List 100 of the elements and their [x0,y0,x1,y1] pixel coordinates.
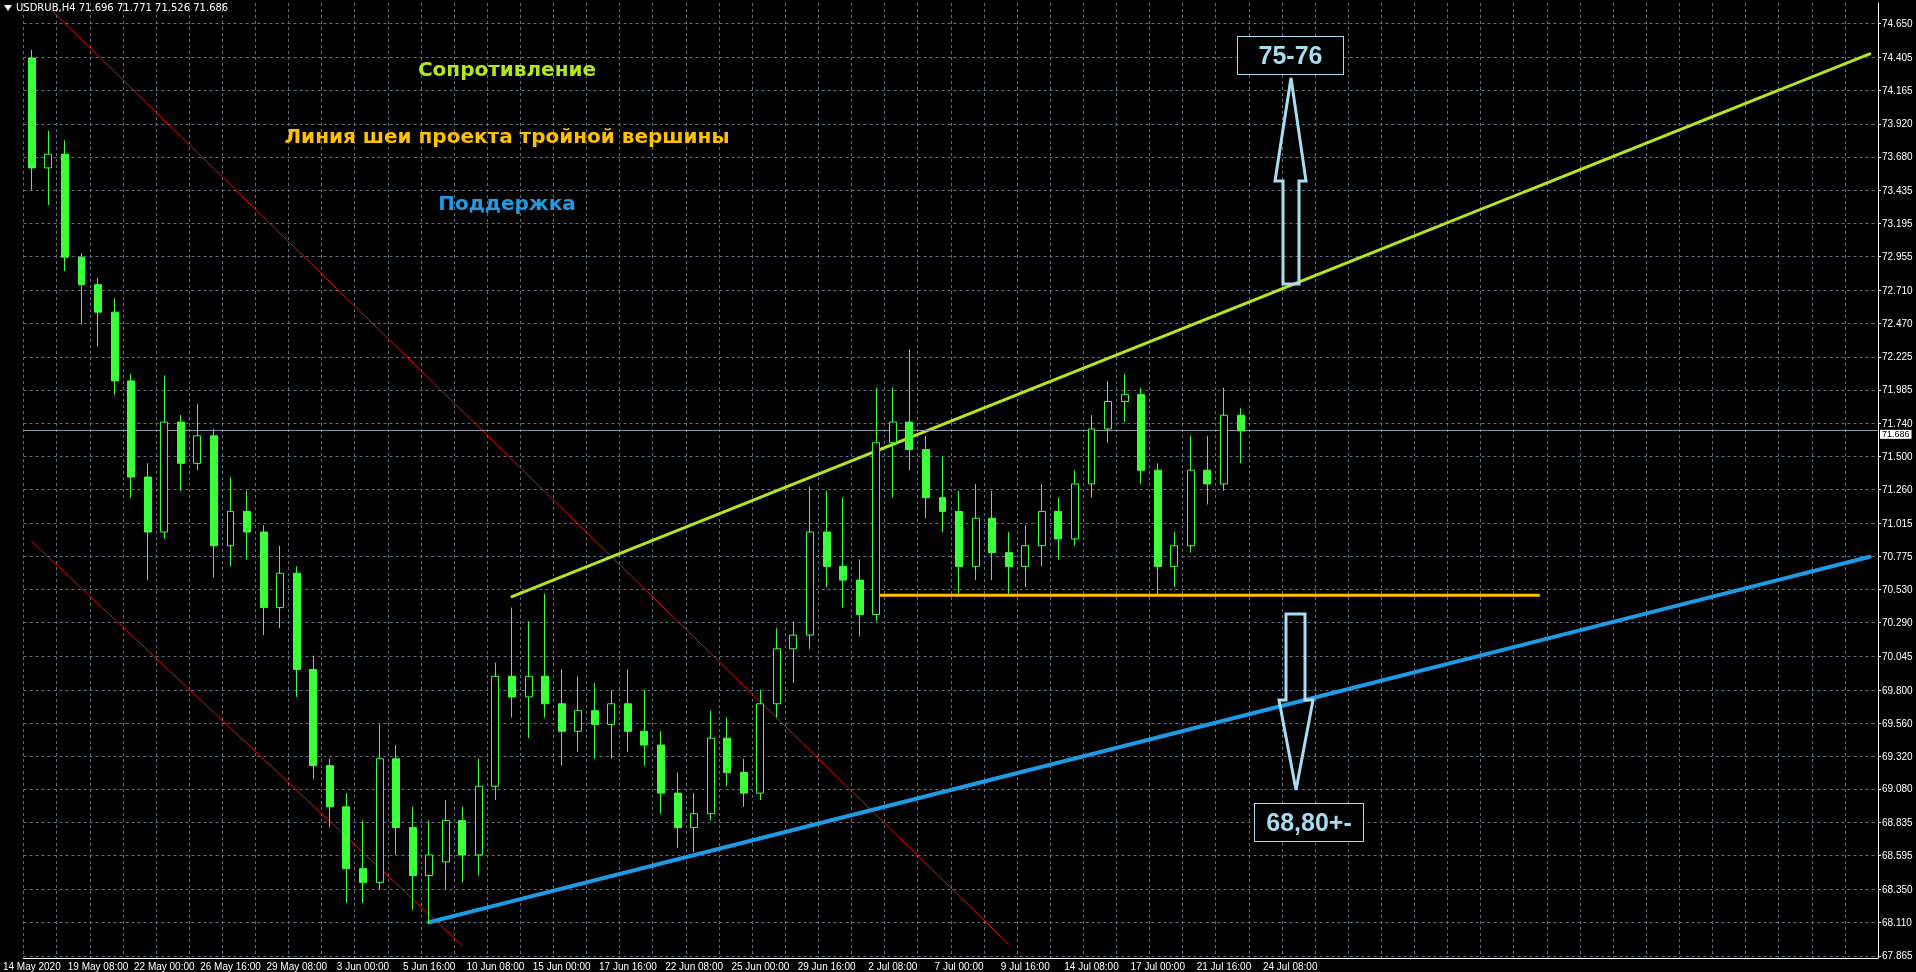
x-tick-label: 26 May 16:00 [200,960,262,972]
y-tick-label: 70.045 [1882,650,1914,662]
candlestick [591,682,599,760]
candlestick [856,559,864,637]
x-tick-label: 29 Jun 16:00 [797,960,856,972]
x-tick-label: 29 May 08:00 [266,960,328,972]
x-tick-label: 9 Jul 16:00 [1000,960,1051,972]
candlestick [1121,373,1129,423]
y-tick-label: 71.740 [1882,417,1914,429]
chart-title: USDRUB,H4 71.696 71.771 71.526 71.686 [16,2,229,13]
candlestick [1137,387,1145,485]
x-tick-label: 7 Jul 00:00 [934,960,984,972]
candlestick [376,723,384,890]
candlestick [442,799,450,890]
y-tick-label: 74.405 [1882,51,1914,63]
candlestick [1071,469,1079,547]
y-tick-label: 70.530 [1882,584,1914,596]
candlestick [1088,414,1095,499]
y-tick-label: 74.650 [1882,18,1914,30]
candlestick [955,490,963,595]
y-tick-label: 67.865 [1882,950,1914,962]
candlestick [342,792,350,904]
candlestick [1187,435,1195,554]
x-tick-label: 21 Jul 16:00 [1196,960,1252,972]
y-tick-label: 73.195 [1882,218,1914,230]
candlestick [475,758,483,877]
candlestick [806,486,814,650]
text: Линия шеи проекта тройной вершины [284,123,730,150]
candlestick [359,820,367,904]
candlestick [1203,435,1211,506]
y-tick-label: 70.290 [1882,617,1914,629]
candlestick [1054,497,1062,561]
candlestick [525,620,533,739]
candlestick [690,792,698,853]
candlestick [227,476,234,567]
candlestick [210,428,218,578]
candlestick [823,490,831,588]
candlestick [707,710,715,822]
y-tick-label: 69.320 [1882,750,1914,762]
y-tick-label: 72.225 [1882,351,1914,363]
candlestick [674,772,682,849]
candlestick [756,689,764,801]
candlestick [889,387,897,499]
candlestick [44,130,52,206]
candlestick [78,252,85,326]
candlestick [872,387,880,622]
y-tick-label: 69.080 [1882,783,1914,795]
candlestick [409,806,417,911]
x-tick-label: 10 Jun 08:00 [466,960,525,972]
candlestick [458,806,466,883]
candlestick [988,490,996,581]
candlestick [657,730,665,815]
candlestick [309,655,317,780]
candlestick [193,403,201,471]
candlestick [1021,524,1029,588]
candlestick [177,414,185,492]
candlestick [61,139,69,272]
y-tick-label: 69.800 [1882,684,1914,696]
candlestick [260,524,268,636]
text: Поддержка [438,190,576,217]
x-tick-label: 19 May 08:00 [67,960,129,972]
candlestick [624,668,632,753]
candlestick [243,490,251,561]
candlestick [905,348,913,471]
y-tick-label: 72.470 [1882,317,1914,329]
candlestick [1038,483,1046,567]
candlestick [1154,462,1162,595]
y-tick-label: 68.595 [1882,850,1914,862]
y-tick-label: 74.165 [1882,84,1914,96]
candlestick [1170,531,1178,588]
x-tick-label: 3 Jun 00:00 [336,960,390,972]
candlestick [922,435,930,519]
y-tick-label: 68.350 [1882,883,1914,895]
y-tick-label: 73.920 [1882,118,1914,130]
candlestick [740,758,748,808]
x-tick-label: 15 Jun 00:00 [532,960,592,972]
candlestick [541,593,549,719]
y-tick-label: 71.015 [1882,517,1914,529]
candlestick [160,374,168,540]
y-tick-label: 71.500 [1882,450,1914,462]
candlestick [773,627,781,719]
x-tick-label: 25 Jun 00:00 [731,960,790,972]
candlestick [276,545,284,629]
candlestick [939,455,946,533]
y-tick-label: 72.710 [1882,284,1914,296]
x-tick-label: 5 Jun 16:00 [403,960,456,972]
candlestick [574,675,582,753]
y-tick-label: 69.560 [1882,717,1914,729]
candlestick [839,497,847,609]
x-tick-label: 2 Jul 08:00 [868,960,918,972]
y-tick-label: 71.260 [1882,483,1914,495]
y-tick-label: 73.680 [1882,151,1914,163]
x-tick-label: 22 May 00:00 [133,960,195,972]
candlestick [723,717,731,787]
candlestick [144,462,152,581]
annotation: 75-76 [1237,36,1344,75]
candlestick [558,668,566,767]
text: Сопротивление [417,56,597,83]
y-tick-label: 68.110 [1882,916,1913,928]
candlestick [508,607,516,719]
